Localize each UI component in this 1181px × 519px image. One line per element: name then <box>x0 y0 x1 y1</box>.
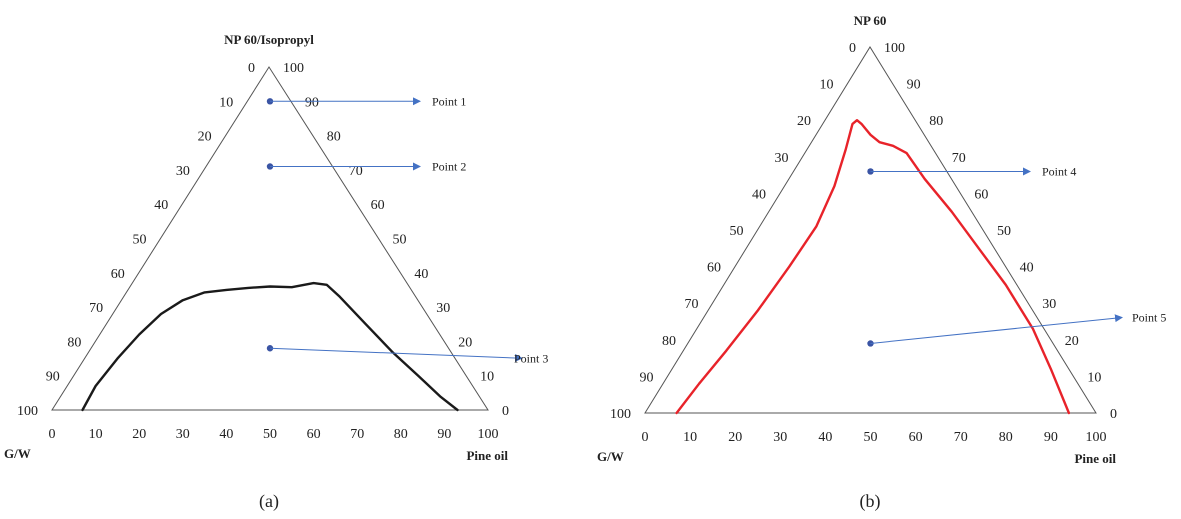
right-edge-tick-label: 20 <box>458 335 472 350</box>
bottom-tick-label: 50 <box>263 427 277 442</box>
bottom-tick-label: 50 <box>864 430 878 445</box>
bottom-tick-label: 0 <box>49 427 56 442</box>
phase-boundary-curve <box>675 119 1071 415</box>
left-edge-tick-label: 60 <box>707 261 721 276</box>
bottom-tick-label: 80 <box>999 430 1013 445</box>
left-edge-tick-label: 50 <box>730 224 744 239</box>
right-edge-tick-label: 10 <box>480 370 494 385</box>
point-label: Point 5 <box>1132 310 1166 324</box>
bottom-tick-label: 20 <box>132 427 146 442</box>
right-edge-tick-label: 30 <box>1042 297 1056 312</box>
left-edge-tick-label: 90 <box>640 370 654 385</box>
right-edge-tick-label: 50 <box>393 233 407 248</box>
point-label: Point 1 <box>432 94 466 108</box>
apex-label: NP 60 <box>854 13 887 28</box>
bottom-tick-label: 100 <box>478 427 499 442</box>
bottom-tick-label: 30 <box>773 430 787 445</box>
right-edge-tick-label: 50 <box>997 224 1011 239</box>
left-edge-tick-label: 10 <box>219 95 233 110</box>
left-edge-tick-label: 10 <box>820 78 834 93</box>
left-edge-tick-label: 40 <box>154 198 168 213</box>
right-edge-tick-label: 30 <box>436 301 450 316</box>
bottom-tick-label: 10 <box>89 427 103 442</box>
bottom-tick-label: 70 <box>350 427 364 442</box>
right-edge-tick-label: 100 <box>283 61 304 76</box>
left-corner-label: G/W <box>597 449 624 464</box>
bottom-tick-label: 40 <box>219 427 233 442</box>
left-edge-tick-label: 60 <box>111 267 125 282</box>
bottom-tick-label: 80 <box>394 427 408 442</box>
right-edge-tick-label: 40 <box>414 267 428 282</box>
triangle-outline <box>51 66 489 411</box>
bottom-tick-label: 30 <box>176 427 190 442</box>
right-edge-tick-label: 80 <box>327 130 341 145</box>
left-corner-label: G/W <box>4 446 31 461</box>
panel-b: 0102030405060708090100100908070605040302… <box>597 13 1166 512</box>
right-edge-tick-label: 40 <box>1020 261 1034 276</box>
left-edge-tick-label: 50 <box>133 233 147 248</box>
right-edge-tick-label: 20 <box>1065 334 1079 349</box>
point-arrow <box>870 314 1123 344</box>
bottom-tick-label: 60 <box>909 430 923 445</box>
left-edge-tick-label: 30 <box>176 164 190 179</box>
bottom-tick-label: 90 <box>1044 430 1058 445</box>
right-edge-tick-label: 90 <box>305 95 319 110</box>
panel-label: (b) <box>860 491 881 512</box>
apex-label: NP 60/Isopropyl <box>224 32 314 47</box>
panel-label: (a) <box>259 491 279 512</box>
bottom-tick-label: 70 <box>954 430 968 445</box>
triangle-outline <box>644 46 1097 414</box>
bottom-tick-label: 60 <box>307 427 321 442</box>
right-edge-tick-label: 80 <box>929 114 943 129</box>
right-edge-tick-label: 70 <box>952 151 966 166</box>
bottom-tick-label: 100 <box>1086 430 1107 445</box>
panel-a: 0102030405060708090100100908070605040302… <box>4 32 548 512</box>
point-label: Point 3 <box>514 351 548 365</box>
left-edge-tick-label: 90 <box>46 370 60 385</box>
right-edge-tick-label: 0 <box>1110 407 1117 422</box>
right-edge-tick-label: 90 <box>907 78 921 93</box>
left-edge-tick-label: 30 <box>775 151 789 166</box>
left-edge-tick-label: 20 <box>198 130 212 145</box>
left-edge-tick-label: 100 <box>610 407 631 422</box>
right-corner-label: Pine oil <box>466 448 508 463</box>
left-edge-tick-label: 100 <box>17 404 38 419</box>
left-edge-tick-label: 0 <box>248 61 255 76</box>
bottom-tick-label: 0 <box>642 430 649 445</box>
phase-boundary-curve <box>81 281 459 412</box>
point-label: Point 4 <box>1042 164 1076 178</box>
point-arrow <box>269 347 523 362</box>
bottom-tick-label: 40 <box>818 430 832 445</box>
left-edge-tick-label: 40 <box>752 187 766 202</box>
bottom-tick-label: 20 <box>728 430 742 445</box>
right-edge-tick-label: 10 <box>1087 370 1101 385</box>
left-edge-tick-label: 20 <box>797 114 811 129</box>
right-edge-tick-label: 70 <box>349 164 363 179</box>
bottom-tick-label: 10 <box>683 430 697 445</box>
right-edge-tick-label: 0 <box>502 404 509 419</box>
right-edge-tick-label: 60 <box>974 187 988 202</box>
right-corner-label: Pine oil <box>1074 451 1116 466</box>
left-edge-tick-label: 80 <box>662 334 676 349</box>
left-edge-tick-label: 70 <box>89 301 103 316</box>
right-edge-tick-label: 60 <box>371 198 385 213</box>
left-edge-tick-label: 70 <box>685 297 699 312</box>
right-edge-tick-label: 100 <box>884 41 905 56</box>
bottom-tick-label: 90 <box>437 427 451 442</box>
left-edge-tick-label: 0 <box>849 41 856 56</box>
point-label: Point 2 <box>432 159 466 173</box>
left-edge-tick-label: 80 <box>67 335 81 350</box>
